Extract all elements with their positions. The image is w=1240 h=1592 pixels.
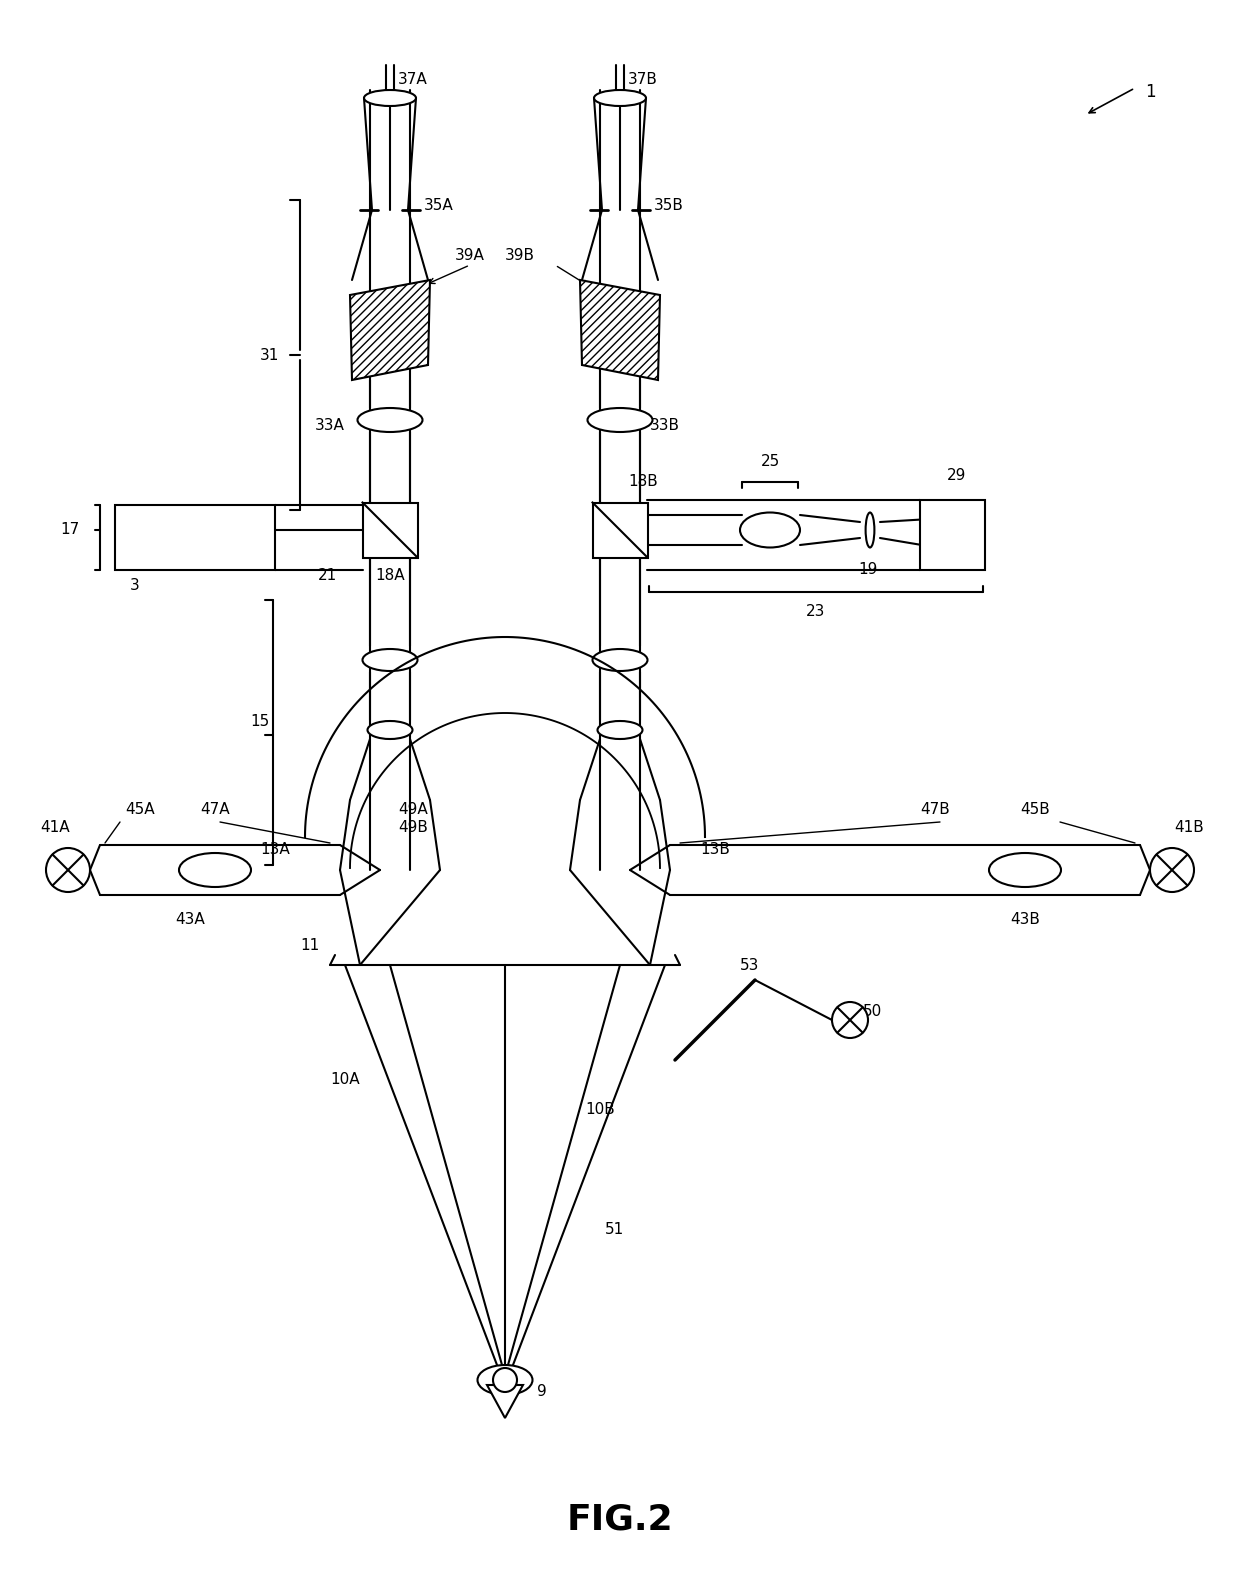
Polygon shape	[487, 1385, 523, 1418]
Bar	[115, 505, 275, 570]
Circle shape	[832, 1001, 868, 1038]
Text: 45A: 45A	[125, 802, 155, 818]
Text: 43B: 43B	[1011, 912, 1040, 928]
Text: 35A: 35A	[424, 199, 454, 213]
Text: 19: 19	[858, 562, 878, 578]
Ellipse shape	[357, 408, 423, 431]
Circle shape	[1149, 849, 1194, 892]
Text: 11: 11	[300, 938, 319, 952]
Ellipse shape	[367, 721, 413, 739]
Text: 9: 9	[537, 1385, 547, 1399]
Text: 49A: 49A	[398, 802, 428, 818]
Text: 15: 15	[250, 715, 269, 729]
Text: 17: 17	[60, 522, 79, 538]
Text: FIG.2: FIG.2	[567, 1503, 673, 1536]
Text: 50: 50	[863, 1005, 882, 1019]
Text: 3: 3	[130, 578, 140, 592]
Text: 49B: 49B	[398, 820, 428, 836]
Circle shape	[494, 1368, 517, 1391]
Text: 37A: 37A	[398, 73, 428, 88]
Ellipse shape	[593, 650, 647, 670]
Text: 37B: 37B	[627, 73, 658, 88]
Text: 39B: 39B	[505, 247, 534, 263]
Text: 39A: 39A	[455, 247, 485, 263]
Ellipse shape	[594, 91, 646, 107]
Ellipse shape	[598, 721, 642, 739]
Ellipse shape	[362, 650, 418, 670]
Ellipse shape	[477, 1364, 532, 1395]
Text: 41B: 41B	[1174, 820, 1204, 836]
Text: 25: 25	[760, 454, 780, 470]
Ellipse shape	[588, 408, 652, 431]
Text: 51: 51	[605, 1223, 624, 1237]
Text: 45B: 45B	[1021, 802, 1050, 818]
Text: 47B: 47B	[920, 802, 950, 818]
Text: 10B: 10B	[585, 1103, 615, 1118]
Ellipse shape	[990, 853, 1061, 887]
Ellipse shape	[179, 853, 250, 887]
Text: 23: 23	[806, 605, 826, 619]
Text: 18B: 18B	[627, 473, 657, 489]
Text: 33B: 33B	[650, 417, 680, 433]
Bar	[362, 503, 418, 557]
Ellipse shape	[740, 513, 800, 548]
Ellipse shape	[365, 91, 415, 107]
Text: 35B: 35B	[653, 199, 684, 213]
Circle shape	[46, 849, 91, 892]
Text: 18A: 18A	[374, 567, 404, 583]
Text: 1: 1	[1145, 83, 1156, 100]
Text: 41A: 41A	[40, 820, 69, 836]
Text: 47A: 47A	[200, 802, 229, 818]
Bar	[593, 503, 647, 557]
Ellipse shape	[866, 513, 874, 548]
Text: 13A: 13A	[260, 842, 290, 858]
Text: 29: 29	[947, 468, 967, 482]
Text: 21: 21	[317, 567, 337, 583]
Text: 31: 31	[260, 347, 279, 363]
Bar	[920, 500, 985, 570]
Text: 33A: 33A	[315, 417, 345, 433]
Polygon shape	[350, 280, 430, 380]
Text: 13B: 13B	[701, 842, 730, 858]
Text: 53: 53	[740, 957, 759, 973]
Text: 10A: 10A	[330, 1073, 360, 1087]
Text: 43A: 43A	[175, 912, 205, 928]
Polygon shape	[580, 280, 660, 380]
